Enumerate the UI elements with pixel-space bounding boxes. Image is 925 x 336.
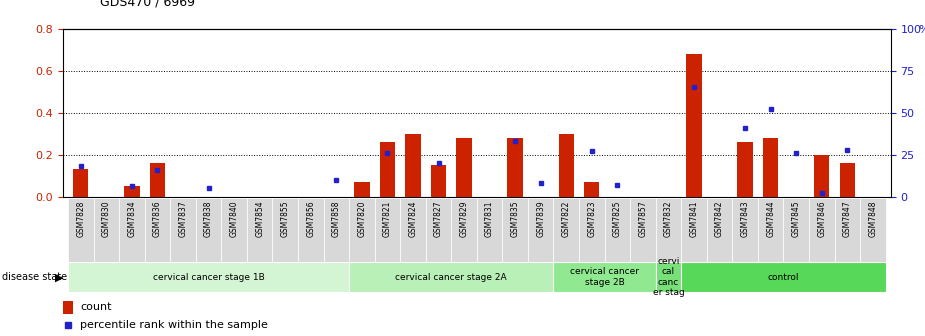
Bar: [354, 182, 369, 197]
Text: disease state: disease state: [2, 272, 67, 282]
FancyBboxPatch shape: [273, 198, 298, 262]
Text: cervical cancer stage 1B: cervical cancer stage 1B: [153, 273, 265, 282]
Text: cervi
cal
canc
er stag: cervi cal canc er stag: [653, 257, 684, 297]
Text: GSM7825: GSM7825: [613, 200, 622, 237]
Bar: [431, 165, 446, 197]
FancyBboxPatch shape: [630, 198, 656, 262]
FancyBboxPatch shape: [579, 198, 605, 262]
FancyBboxPatch shape: [324, 198, 349, 262]
Text: GSM7838: GSM7838: [204, 200, 213, 237]
FancyBboxPatch shape: [93, 198, 119, 262]
FancyBboxPatch shape: [681, 198, 707, 262]
Text: GSM7830: GSM7830: [102, 200, 111, 237]
Text: ▶: ▶: [55, 272, 63, 282]
FancyBboxPatch shape: [707, 198, 733, 262]
FancyBboxPatch shape: [68, 198, 93, 262]
Bar: [686, 54, 702, 197]
FancyBboxPatch shape: [119, 198, 144, 262]
FancyBboxPatch shape: [605, 198, 630, 262]
Text: GSM7845: GSM7845: [792, 200, 801, 237]
Text: GSM7847: GSM7847: [843, 200, 852, 237]
Text: GSM7854: GSM7854: [255, 200, 265, 237]
FancyBboxPatch shape: [196, 198, 221, 262]
Text: count: count: [80, 302, 112, 312]
Text: cervical cancer
stage 2B: cervical cancer stage 2B: [570, 267, 639, 287]
Text: GSM7834: GSM7834: [128, 200, 136, 237]
FancyBboxPatch shape: [834, 198, 860, 262]
FancyBboxPatch shape: [426, 198, 451, 262]
FancyBboxPatch shape: [553, 198, 579, 262]
Bar: [405, 134, 421, 197]
Bar: [456, 138, 472, 197]
Bar: [73, 169, 89, 197]
Text: GSM7848: GSM7848: [869, 200, 878, 237]
Text: GSM7827: GSM7827: [434, 200, 443, 237]
FancyBboxPatch shape: [144, 198, 170, 262]
FancyBboxPatch shape: [221, 198, 247, 262]
FancyBboxPatch shape: [247, 198, 273, 262]
Bar: [763, 138, 778, 197]
FancyBboxPatch shape: [451, 198, 477, 262]
FancyBboxPatch shape: [656, 262, 681, 292]
Text: GSM7821: GSM7821: [383, 200, 392, 237]
FancyBboxPatch shape: [860, 198, 885, 262]
Text: GDS470 / 6969: GDS470 / 6969: [100, 0, 195, 8]
FancyBboxPatch shape: [375, 198, 401, 262]
Y-axis label: %: %: [919, 25, 925, 35]
Text: GSM7857: GSM7857: [638, 200, 648, 237]
Text: GSM7841: GSM7841: [689, 200, 698, 237]
Text: GSM7822: GSM7822: [561, 200, 571, 237]
Bar: [585, 182, 599, 197]
FancyBboxPatch shape: [733, 198, 758, 262]
Text: cervical cancer stage 2A: cervical cancer stage 2A: [396, 273, 507, 282]
Bar: [150, 163, 165, 197]
FancyBboxPatch shape: [809, 198, 834, 262]
Bar: [559, 134, 574, 197]
Text: GSM7832: GSM7832: [664, 200, 673, 237]
FancyBboxPatch shape: [758, 198, 783, 262]
Text: GSM7855: GSM7855: [280, 200, 290, 237]
Bar: [814, 155, 830, 197]
Text: GSM7837: GSM7837: [179, 200, 188, 237]
Text: GSM7823: GSM7823: [587, 200, 597, 237]
FancyBboxPatch shape: [170, 198, 196, 262]
FancyBboxPatch shape: [681, 262, 885, 292]
FancyBboxPatch shape: [477, 198, 502, 262]
Text: GSM7856: GSM7856: [306, 200, 315, 237]
Text: GSM7839: GSM7839: [536, 200, 545, 237]
Text: GSM7858: GSM7858: [332, 200, 340, 237]
Text: GSM7844: GSM7844: [766, 200, 775, 237]
Text: GSM7846: GSM7846: [818, 200, 826, 237]
Text: GSM7828: GSM7828: [76, 200, 85, 237]
FancyBboxPatch shape: [68, 262, 349, 292]
Bar: [840, 163, 855, 197]
FancyBboxPatch shape: [349, 262, 553, 292]
FancyBboxPatch shape: [401, 198, 426, 262]
FancyBboxPatch shape: [349, 198, 375, 262]
FancyBboxPatch shape: [553, 262, 656, 292]
Text: GSM7820: GSM7820: [357, 200, 366, 237]
Text: GSM7829: GSM7829: [460, 200, 469, 237]
Bar: [380, 142, 395, 197]
Bar: [737, 142, 753, 197]
Text: GSM7843: GSM7843: [741, 200, 749, 237]
FancyBboxPatch shape: [656, 198, 681, 262]
Bar: [63, 301, 73, 314]
Text: GSM7824: GSM7824: [409, 200, 417, 237]
Bar: [124, 186, 140, 197]
Text: percentile rank within the sample: percentile rank within the sample: [80, 320, 268, 330]
FancyBboxPatch shape: [783, 198, 809, 262]
Text: GSM7842: GSM7842: [715, 200, 724, 237]
Text: GSM7836: GSM7836: [153, 200, 162, 237]
FancyBboxPatch shape: [502, 198, 528, 262]
FancyBboxPatch shape: [298, 198, 324, 262]
Text: GSM7831: GSM7831: [485, 200, 494, 237]
Text: GSM7835: GSM7835: [511, 200, 520, 237]
FancyBboxPatch shape: [528, 198, 553, 262]
Text: control: control: [768, 273, 799, 282]
Bar: [508, 138, 523, 197]
Text: GSM7840: GSM7840: [229, 200, 239, 237]
